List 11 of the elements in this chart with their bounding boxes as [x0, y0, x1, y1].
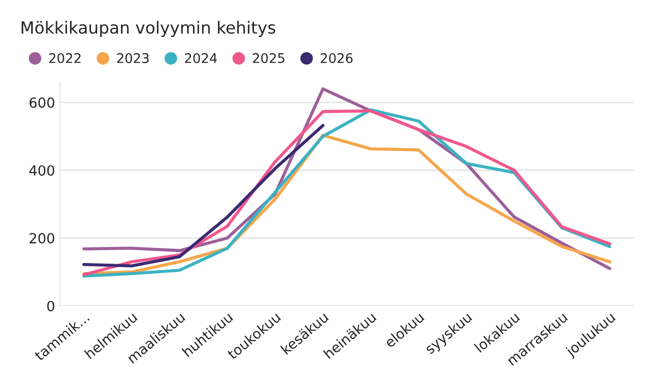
y-tick-label: 400 — [29, 165, 54, 176]
y-tick-label: 0 — [47, 300, 54, 312]
legend-label: 2024 — [185, 53, 217, 64]
legend-label: 2025 — [252, 53, 284, 64]
y-tick-label: 600 — [30, 97, 54, 108]
chart-title: Mökkikaupan volyymin kehitys — [22, 20, 276, 38]
legend-label: 2026 — [320, 53, 353, 64]
legend-label: 2022 — [49, 53, 81, 64]
y-tick-label: 200 — [30, 233, 54, 244]
legend-label: 2023 — [117, 53, 149, 64]
line-series — [82, 124, 324, 268]
